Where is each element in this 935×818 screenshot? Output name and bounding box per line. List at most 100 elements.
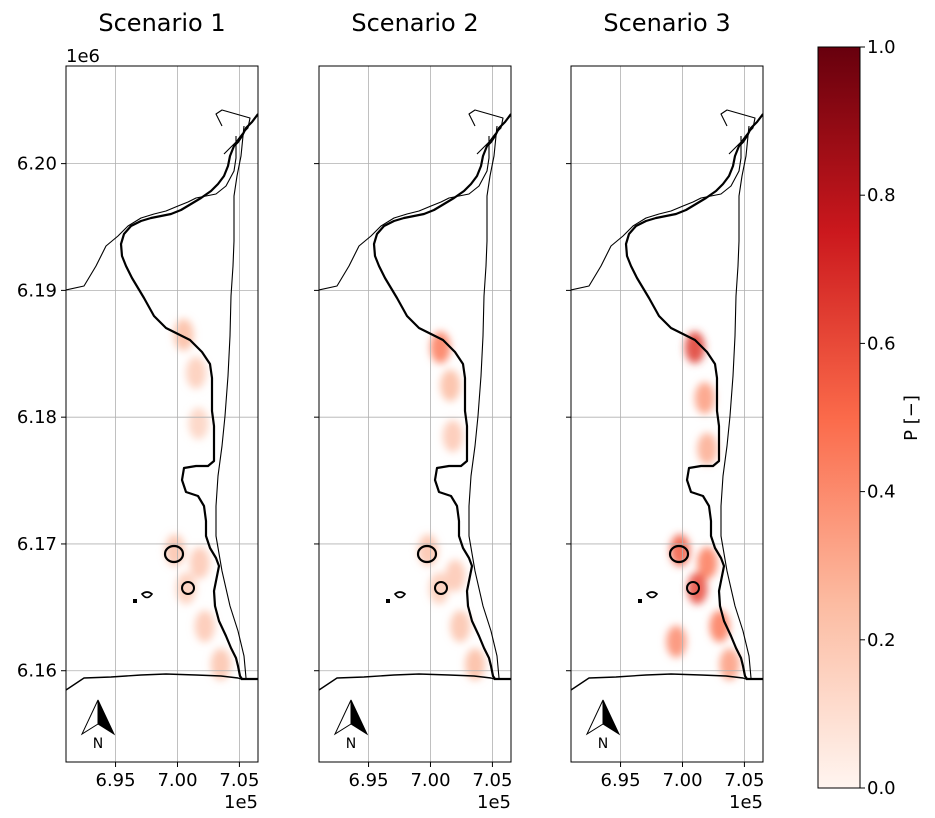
heat-cell: [186, 356, 207, 389]
heat-cell: [450, 610, 471, 643]
y-tick-label: 6.16: [17, 661, 57, 682]
barrier-outline: [720, 125, 752, 679]
heat-cell: [445, 559, 466, 592]
x-tick-label: 7.00: [157, 770, 197, 791]
heat-cell: [666, 625, 687, 658]
coastline-south: [319, 673, 511, 691]
panel-1: Scenario 1 N 6.95 7.00 7.05 6.16 6.17 6.18 6.19 6…: [17, 9, 260, 813]
barrier-outline: [215, 125, 247, 679]
island: [686, 581, 700, 595]
island: [645, 591, 659, 599]
heat-cell: [188, 407, 209, 440]
lagoon-outline: [319, 136, 490, 291]
x-tick-label: 6.95: [349, 770, 389, 791]
island: [140, 591, 154, 599]
heat-cell: [465, 648, 486, 681]
y-tick-label: 6.20: [17, 154, 57, 175]
x-tick-label: 6.95: [601, 770, 641, 791]
colorbar-ticks: 0.0 0.2 0.4 0.6 0.8 1.0: [860, 37, 896, 799]
heat-cell: [165, 534, 186, 567]
heat-cell: [670, 534, 691, 567]
y-axis-multiplier: 1e6: [66, 46, 100, 67]
heat-layer: [666, 331, 740, 681]
lagoon-outline: [66, 136, 237, 291]
shoreline-outline: [119, 113, 258, 680]
heat-cell: [687, 572, 708, 605]
x-tick-label: 7.05: [724, 770, 764, 791]
coastline-south: [571, 673, 763, 691]
north-arrow-icon: [80, 699, 116, 736]
heat-cell: [194, 610, 215, 643]
colorbar-tick-label: 0.0: [867, 778, 896, 799]
colorbar-tick-label: 0.2: [867, 630, 896, 651]
colorbar-gradient: [817, 46, 861, 789]
heat-cell: [429, 572, 450, 605]
x-tick-label: 7.05: [472, 770, 512, 791]
plot-area: [66, 66, 258, 762]
heat-cell: [430, 331, 451, 364]
island: [434, 581, 448, 595]
barrier-outline: [468, 125, 500, 679]
heat-cell: [709, 610, 730, 643]
y-tick-label: 6.19: [17, 280, 57, 301]
colorbar-label: P [−]: [901, 395, 922, 441]
heat-cell: [694, 382, 715, 415]
north-arrow-icon: [585, 699, 621, 736]
island: [668, 544, 690, 564]
panel-title: Scenario 3: [603, 9, 730, 37]
x-axis-multiplier: 1e5: [729, 792, 763, 813]
island: [638, 599, 642, 603]
colorbar-tick-label: 0.8: [867, 185, 896, 206]
heat-cell: [684, 331, 705, 364]
colorbar: 0.0 0.2 0.4 0.6 0.8 1.0 P [−]: [817, 37, 922, 799]
heat-layer: [165, 318, 231, 681]
north-arrow-icon: [333, 699, 369, 736]
island: [163, 544, 185, 564]
colorbar-tick-label: 1.0: [867, 37, 896, 58]
panel-title: Scenario 2: [351, 9, 478, 37]
colorbar-tick-label: 0.4: [867, 482, 896, 503]
peninsula-outline: [215, 109, 251, 155]
x-axis-multiplier: 1e5: [224, 792, 258, 813]
x-tick-label: 7.00: [662, 770, 702, 791]
island: [386, 599, 390, 603]
heat-cell: [440, 369, 461, 402]
axes-frame: [65, 65, 259, 763]
panels: Scenario 1 N 6.95 7.00 7.05 6.16 6.17 6.18 6.19 6…: [17, 9, 765, 813]
coastline-south: [66, 673, 258, 691]
colorbar-tick-label: 0.6: [867, 333, 896, 354]
y-tick-label: 6.18: [17, 407, 57, 428]
x-tick-label: 7.05: [219, 770, 259, 791]
shoreline-outline: [372, 113, 511, 680]
island: [393, 591, 407, 599]
panel-title: Scenario 1: [98, 9, 225, 37]
x-tick-label: 7.00: [410, 770, 450, 791]
heat-cell: [176, 572, 197, 605]
shoreline-outline: [624, 113, 763, 680]
island: [181, 581, 195, 595]
heat-cell: [189, 546, 210, 579]
island: [416, 544, 438, 564]
heat-cell: [719, 648, 740, 681]
heat-cell: [697, 546, 718, 579]
y-tick-label: 6.17: [17, 534, 57, 555]
plot-area: [319, 66, 511, 762]
peninsula-outline: [468, 109, 504, 155]
heat-cell: [418, 534, 439, 567]
heat-cell: [173, 318, 194, 351]
heat-cell: [210, 648, 231, 681]
north-label: N: [346, 736, 356, 752]
heat-cell: [442, 420, 463, 453]
north-label: N: [598, 736, 608, 752]
heat-cell: [697, 432, 718, 465]
x-axis-multiplier: 1e5: [477, 792, 511, 813]
plot-area: [571, 66, 763, 762]
lagoon-outline: [571, 136, 742, 291]
x-tick-label: 6.95: [96, 770, 136, 791]
north-label: N: [93, 736, 103, 752]
island: [133, 599, 137, 603]
peninsula-outline: [720, 109, 756, 155]
heat-layer: [418, 331, 486, 681]
